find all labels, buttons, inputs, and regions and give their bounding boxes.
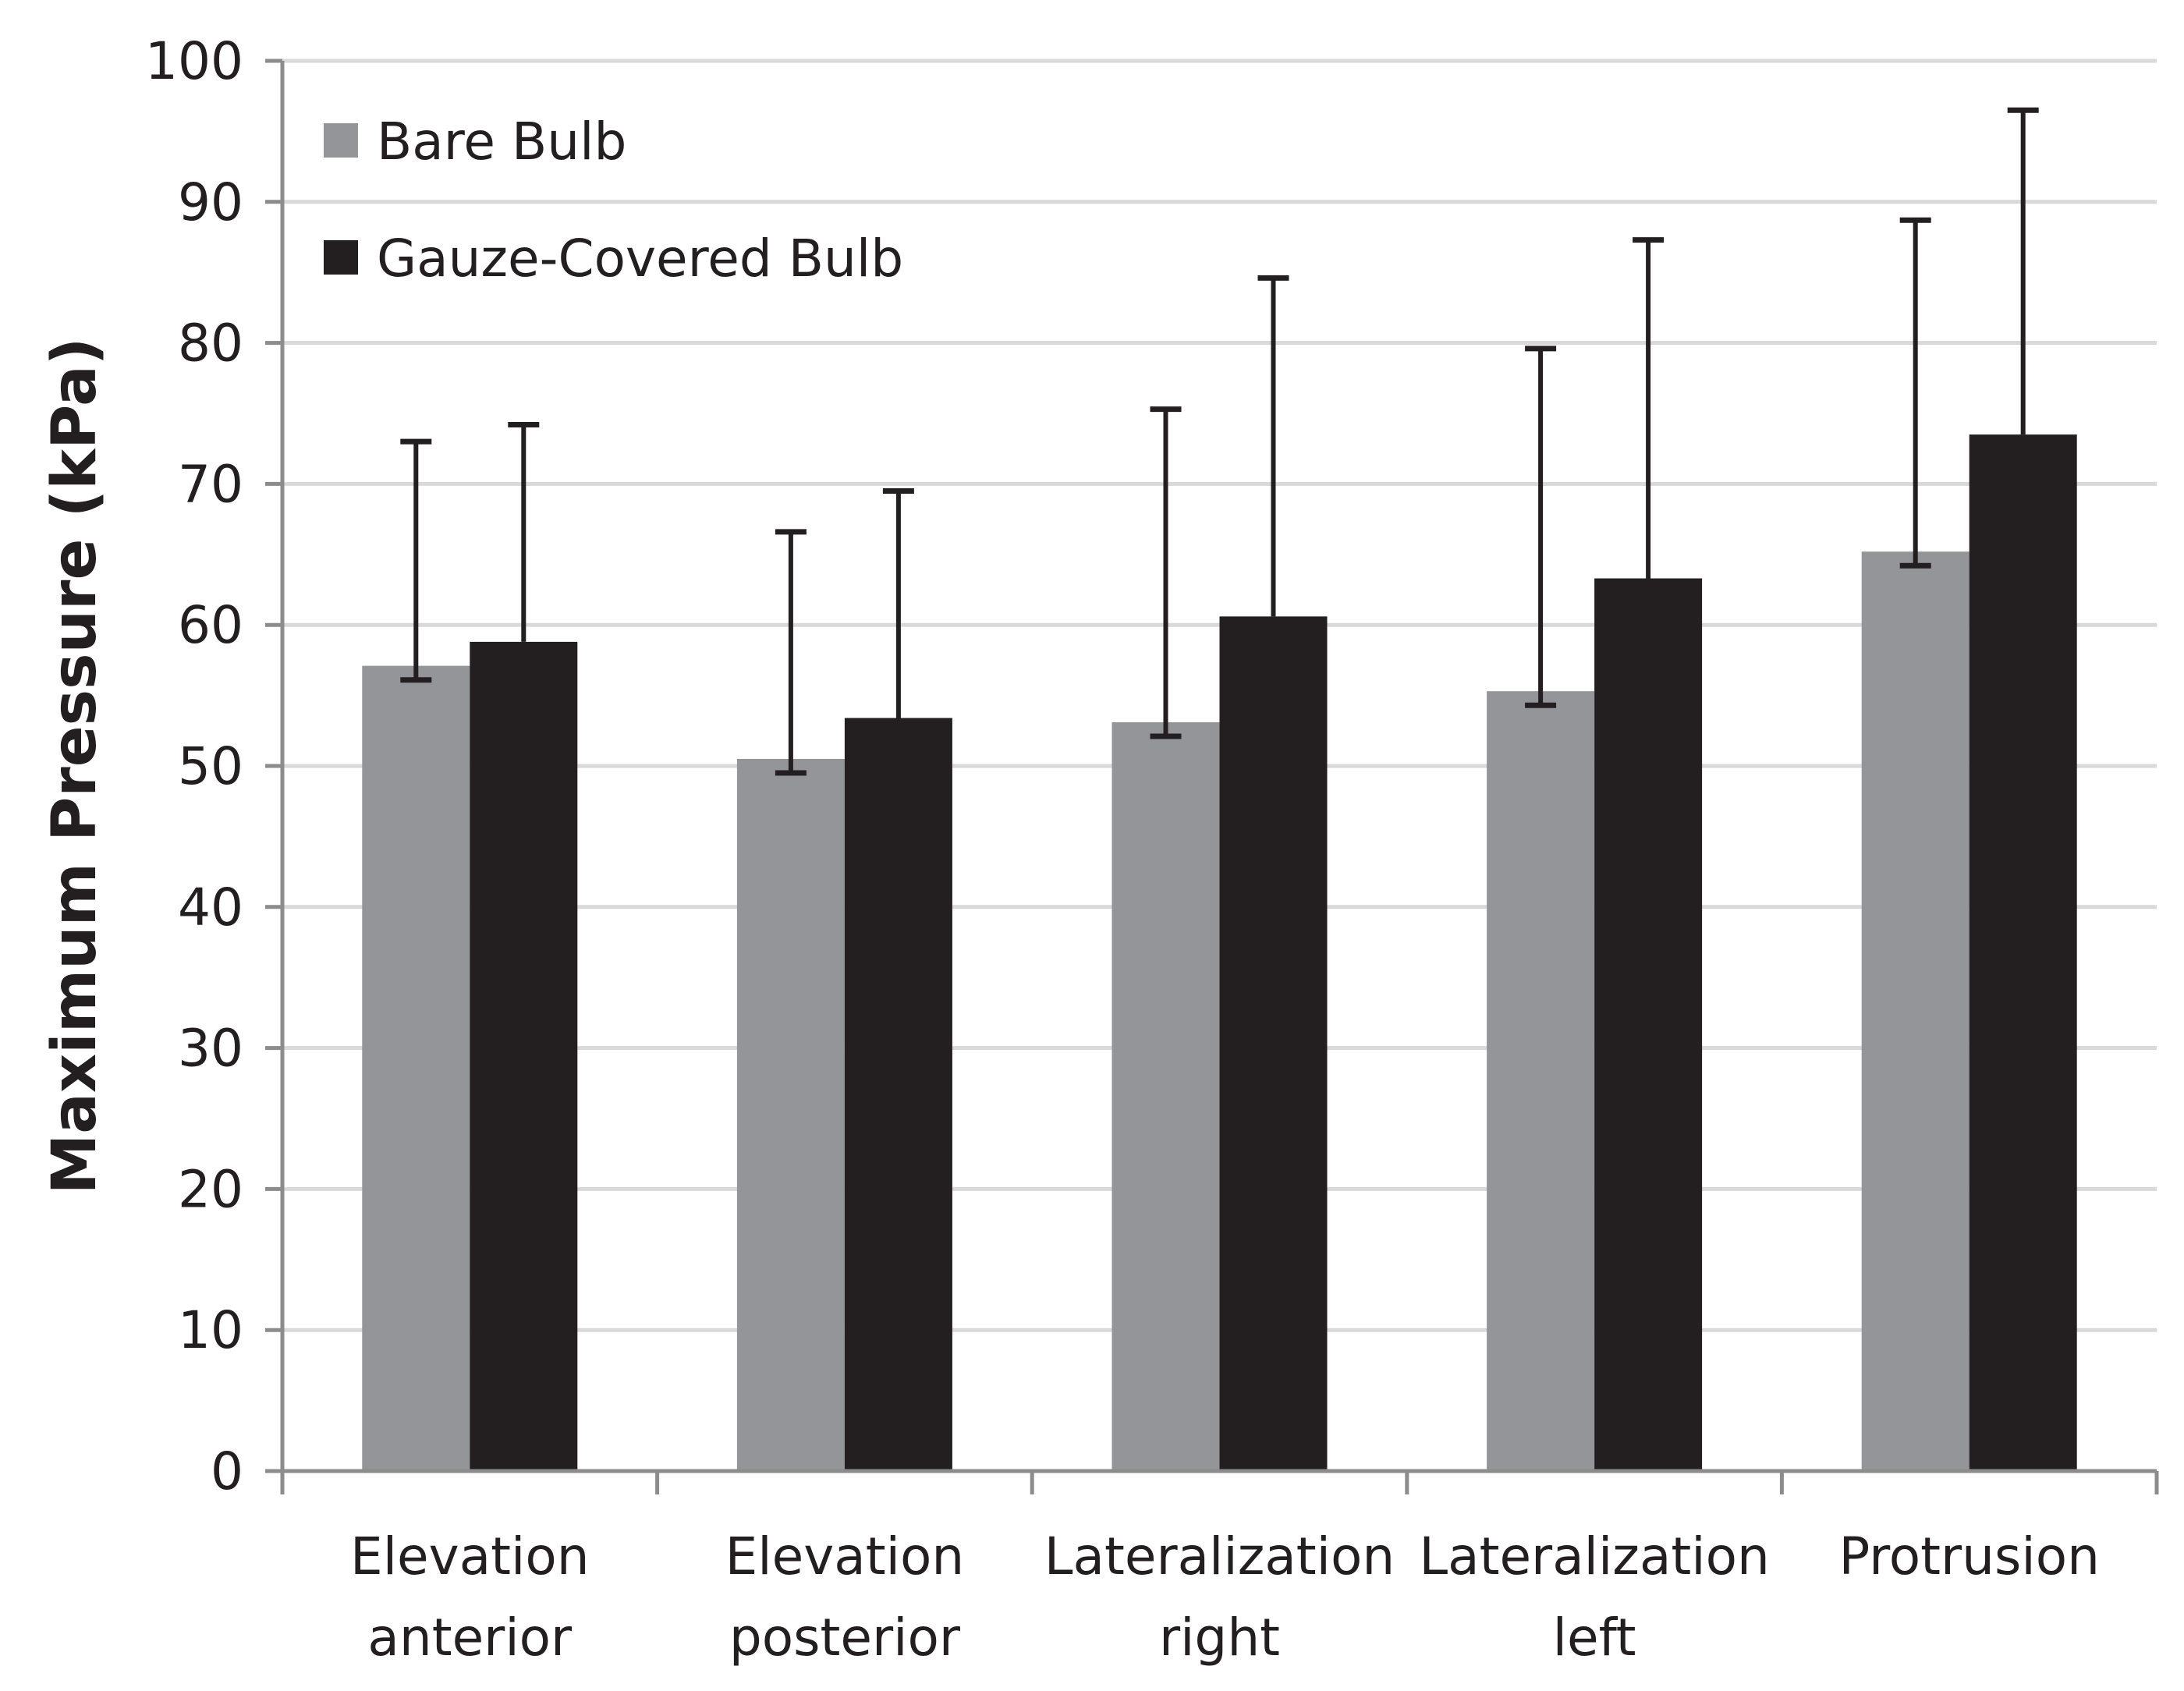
bars xyxy=(362,434,2077,1471)
y-axis-title: Maximum Pressure (kPa) xyxy=(40,338,110,1195)
y-tick-label: 0 xyxy=(211,1441,243,1501)
y-tick-label: 40 xyxy=(178,877,243,938)
y-tick-label: 10 xyxy=(178,1300,243,1360)
bar-gauze-covered-bulb-0 xyxy=(470,641,578,1471)
bar-gauze-covered-bulb-3 xyxy=(1594,578,1703,1471)
y-tick-label: 20 xyxy=(178,1159,243,1219)
legend-swatch-0 xyxy=(324,123,358,158)
axes xyxy=(265,58,2159,1494)
y-tick-label: 50 xyxy=(178,736,243,796)
x-category-label: Lateralization xyxy=(1044,1526,1395,1586)
y-tick-label: 60 xyxy=(178,595,243,655)
bar-bare-bulb-2 xyxy=(1112,721,1220,1471)
bar-gauze-covered-bulb-1 xyxy=(844,718,952,1471)
legend: Bare Bulb Gauze-Covered Bulb xyxy=(324,112,903,289)
legend-label-1: Gauze-Covered Bulb xyxy=(377,229,903,289)
labels: 0 10 20 30 40 50 60 70 80 90 100 Elevation anterior E… xyxy=(40,31,2100,1668)
bar-bare-bulb-3 xyxy=(1487,691,1595,1471)
x-category-label: right xyxy=(1159,1608,1280,1668)
legend-label-0: Bare Bulb xyxy=(377,112,626,172)
bar-bare-bulb-0 xyxy=(362,665,470,1471)
legend-swatch-1 xyxy=(324,240,358,275)
x-category-label: anterior xyxy=(367,1608,573,1668)
x-category-label: left xyxy=(1553,1608,1636,1668)
bar-gauze-covered-bulb-4 xyxy=(1969,434,2077,1471)
bar-bare-bulb-1 xyxy=(736,758,845,1471)
y-tick-label: 90 xyxy=(178,172,243,232)
x-category-label: Protrusion xyxy=(1838,1526,2099,1586)
bar-bare-bulb-4 xyxy=(1861,551,1970,1471)
x-category-label: posterior xyxy=(729,1608,961,1668)
y-tick-label: 70 xyxy=(178,454,243,514)
x-category-label: Lateralization xyxy=(1419,1526,1769,1586)
y-tick-label: 80 xyxy=(178,314,243,374)
bar-gauze-covered-bulb-2 xyxy=(1219,616,1328,1471)
x-category-label: Elevation xyxy=(350,1526,590,1586)
y-tick-label: 100 xyxy=(145,31,243,91)
x-category-label: Elevation xyxy=(725,1526,965,1586)
y-tick-label: 30 xyxy=(178,1019,243,1079)
error-bars xyxy=(400,107,2039,776)
